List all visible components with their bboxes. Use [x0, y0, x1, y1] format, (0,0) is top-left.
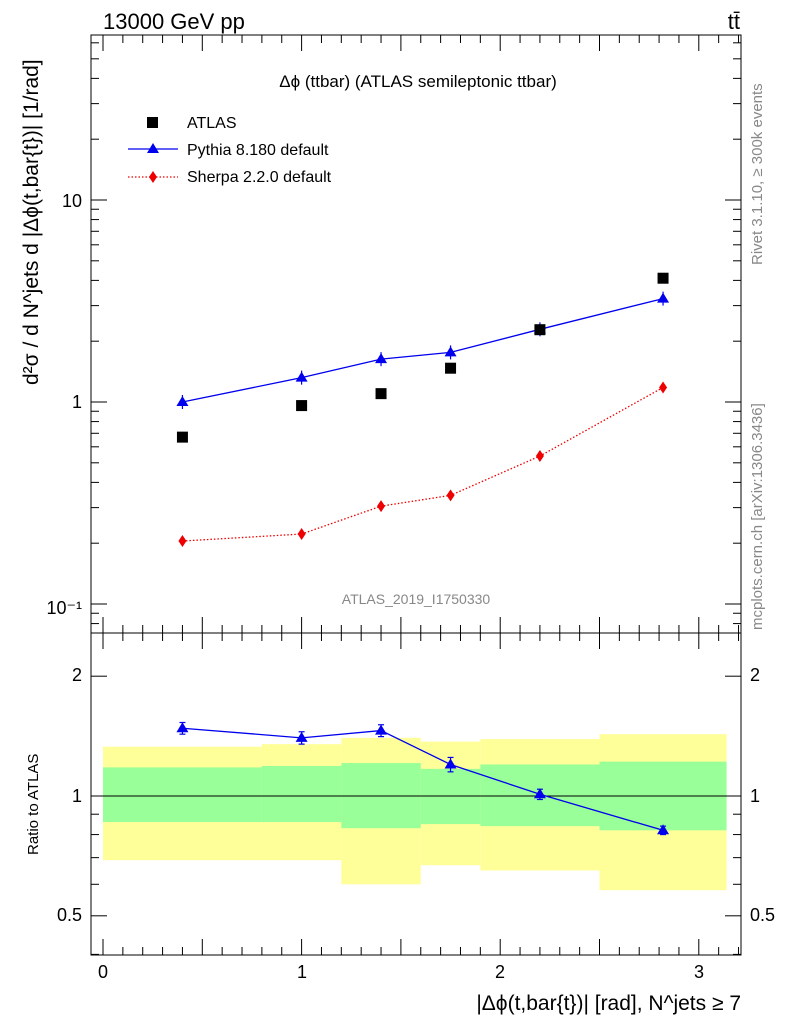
- y-tick-label-0.1: 10⁻¹: [46, 598, 82, 618]
- ratio-plot-panel: 0.5 1 2 0.5 1 2 Ratio to ATLAS 0 1 2 3 |…: [25, 632, 775, 1015]
- pythia-point: [657, 292, 670, 303]
- pythia-line: [182, 297, 664, 403]
- x-tick-label-3: 3: [694, 962, 704, 982]
- process-label: tt̄: [728, 9, 740, 34]
- legend-pythia-marker: [147, 143, 159, 153]
- ratio-uncertainty-bands: [91, 734, 741, 891]
- sherpa-line: [182, 386, 664, 542]
- ratio-series-layer: [176, 721, 670, 836]
- legend-atlas-marker: [147, 117, 158, 128]
- ratio-y-tick-0.5: 0.5: [57, 905, 82, 925]
- y-tick-label-1: 1: [72, 392, 82, 412]
- legend: ATLAS Pythia 8.180 default Sherpa 2.2.0 …: [128, 115, 332, 186]
- x-tick-label-0: 0: [98, 962, 108, 982]
- ratio-pythia-point: [444, 758, 457, 769]
- main-y-axis-label: d²σ / d N^jets d |Δϕ(t,bar{t})| [1/rad]: [20, 59, 43, 385]
- main-axis-ticks: [91, 35, 741, 633]
- ratio-pythia-point: [533, 788, 546, 799]
- sherpa-point: [297, 528, 306, 541]
- atlas-point: [176, 431, 188, 443]
- atlas-point: [375, 388, 387, 400]
- ratio-frame: [90, 632, 742, 956]
- ratio-y-tick-2-right: 2: [750, 665, 760, 685]
- legend-sherpa-marker: [149, 171, 157, 183]
- pythia-point: [375, 353, 388, 364]
- main-series-layer: [176, 272, 670, 548]
- x-tick-label-2: 2: [495, 962, 505, 982]
- ratio-y-tick-2: 2: [72, 665, 82, 685]
- sherpa-point: [446, 489, 455, 502]
- x-tick-label-1: 1: [297, 962, 307, 982]
- ratio-y-tick-1-right: 1: [750, 786, 760, 806]
- sherpa-point: [659, 381, 668, 394]
- pythia-point: [444, 346, 457, 357]
- sherpa-point: [178, 535, 187, 548]
- analysis-label: ATLAS_2019_I1750330: [342, 591, 491, 607]
- inner-band-segment: [261, 765, 342, 823]
- atlas-point: [534, 324, 546, 336]
- ratio-pythia-line: [182, 727, 664, 831]
- ratio-y-tick-0.5-right: 0.5: [750, 905, 775, 925]
- source-label: mcplots.cern.ch [arXiv:1306.3436]: [749, 403, 766, 630]
- legend-atlas-label: ATLAS: [187, 115, 237, 132]
- legend-pythia-label: Pythia 8.180 default: [187, 142, 329, 159]
- ratio-axis-ticks: [91, 633, 741, 955]
- x-axis-label: |Δϕ(t,bar{t})| [rad], N^jets ≥ 7: [476, 992, 741, 1015]
- ratio-y-tick-1: 1: [72, 786, 82, 806]
- inner-band-segment: [103, 767, 262, 823]
- legend-sherpa-label: Sherpa 2.2.0 default: [187, 169, 332, 186]
- energy-label: 13000 GeV pp: [103, 9, 245, 34]
- atlas-point: [657, 272, 669, 284]
- main-plot-panel: Δϕ (ttbar) (ATLAS semileptonic ttbar) AT…: [20, 34, 742, 634]
- ratio-pythia-point: [375, 724, 388, 735]
- ratio-pythia-point: [176, 722, 189, 733]
- ratio-pythia-point: [295, 731, 308, 742]
- rivet-label: Rivet 3.1.10, ≥ 300k events: [749, 83, 766, 265]
- pythia-point: [295, 371, 308, 382]
- atlas-point: [296, 400, 308, 412]
- sherpa-point: [535, 450, 544, 463]
- atlas-point: [445, 362, 457, 374]
- ratio-pythia-point: [657, 824, 670, 835]
- main-title: Δϕ (ttbar) (ATLAS semileptonic ttbar): [279, 72, 557, 91]
- sherpa-point: [377, 500, 386, 513]
- y-tick-label-10: 10: [62, 191, 82, 211]
- pythia-point: [176, 396, 189, 406]
- ratio-y-axis-label: Ratio to ATLAS: [25, 754, 42, 855]
